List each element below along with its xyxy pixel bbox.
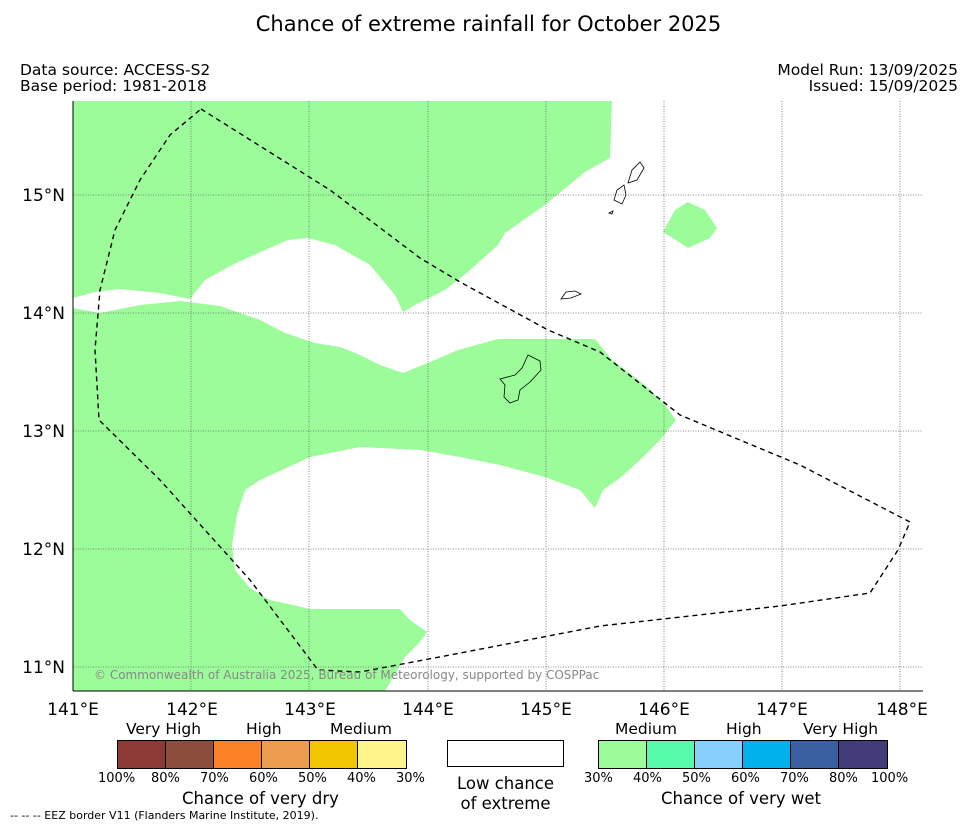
tinian-island xyxy=(613,184,627,205)
lon-tick-147e: 147°E xyxy=(756,700,808,720)
dry-swatch-3 xyxy=(214,741,262,768)
dry-tick-40: 40% xyxy=(347,771,376,786)
dry-swatch-5 xyxy=(310,741,358,768)
lat-tick-14n: 14°N xyxy=(22,304,65,324)
wet-category-medium: Medium xyxy=(615,720,677,738)
data-source-label: Data source: ACCESS-S2 xyxy=(20,61,211,79)
wet-swatch-2 xyxy=(647,741,695,768)
data-info: Data source: ACCESS-S2 Base period: 1981… xyxy=(20,62,210,94)
wet-tick-70: 70% xyxy=(780,771,809,786)
wet-swatch-6 xyxy=(839,741,887,768)
lon-tick-142e: 142°E xyxy=(166,700,218,720)
dry-tick-60: 60% xyxy=(249,771,278,786)
wet-colorbar-title: Chance of very wet xyxy=(661,789,821,808)
grid-lines xyxy=(73,101,923,691)
wet-swatch-4 xyxy=(743,741,791,768)
lon-tick-148e: 148°E xyxy=(876,700,928,720)
dry-colorbar xyxy=(117,740,407,769)
dry-swatch-6 xyxy=(358,741,406,768)
dry-swatch-2 xyxy=(166,741,214,768)
rota-island xyxy=(560,290,582,300)
dry-category-high: High xyxy=(246,720,282,738)
guam-island xyxy=(499,354,542,404)
base-period-label: Base period: 1981-2018 xyxy=(20,77,207,95)
copyright-note: © Commonwealth of Australia 2025, Bureau… xyxy=(94,668,599,682)
model-run-label: Model Run: 13/09/2025 xyxy=(777,61,958,79)
dry-tick-30: 30% xyxy=(396,771,425,786)
dry-tick-100: 100% xyxy=(98,771,136,786)
eez-footnote: -- -- -- EEZ border V11 (Flanders Marine… xyxy=(10,809,319,822)
wet-region-east xyxy=(663,202,717,248)
chart-title: Chance of extreme rainfall for October 2… xyxy=(255,12,722,36)
dry-tick-70: 70% xyxy=(200,771,229,786)
dry-swatch-4 xyxy=(262,741,310,768)
wet-category-very-high: Very High xyxy=(803,720,879,738)
wet-tick-40: 40% xyxy=(633,771,662,786)
wet-region-north xyxy=(73,101,612,312)
lat-tick-15n: 15°N xyxy=(22,186,65,206)
wet-tick-50: 50% xyxy=(682,771,711,786)
lat-tick-11n: 11°N xyxy=(22,658,65,678)
dry-tick-80: 80% xyxy=(151,771,180,786)
lon-tick-141e: 141°E xyxy=(47,700,99,720)
lon-tick-143e: 143°E xyxy=(284,700,336,720)
saipan-island xyxy=(627,161,645,184)
neutral-label-line1: Low chance xyxy=(456,774,555,793)
lon-tick-144e: 144°E xyxy=(402,700,454,720)
dry-tick-50: 50% xyxy=(298,771,327,786)
lon-tick-146e: 146°E xyxy=(638,700,690,720)
dry-category-very-high: Very High xyxy=(126,720,202,738)
lat-tick-13n: 13°N xyxy=(22,422,65,442)
lon-tick-145e: 145°E xyxy=(520,700,572,720)
wet-category-high: High xyxy=(726,720,762,738)
wet-tick-80: 80% xyxy=(829,771,858,786)
eez-border xyxy=(94,108,911,673)
dry-swatch-1 xyxy=(118,741,166,768)
wet-swatch-1 xyxy=(599,741,647,768)
wet-colorbar xyxy=(598,740,888,769)
neutral-label-line2: of extreme xyxy=(460,794,551,813)
run-info: Model Run: 13/09/2025 Issued: 15/09/2025 xyxy=(777,62,958,94)
neutral-swatch xyxy=(447,740,564,767)
wet-swatch-5 xyxy=(791,741,839,768)
islands xyxy=(499,161,645,404)
dry-category-medium: Medium xyxy=(330,720,392,738)
wet-swatch-3 xyxy=(695,741,743,768)
wet-tick-30: 30% xyxy=(584,771,613,786)
issued-label: Issued: 15/09/2025 xyxy=(808,77,958,95)
neutral-label: Low chance of extreme xyxy=(447,774,564,814)
lat-tick-12n: 12°N xyxy=(22,540,65,560)
dry-colorbar-title: Chance of very dry xyxy=(182,789,339,808)
wet-tick-60: 60% xyxy=(731,771,760,786)
wet-tick-100: 100% xyxy=(871,771,909,786)
wet-region-central xyxy=(73,301,676,691)
aguijan-island xyxy=(607,210,614,215)
